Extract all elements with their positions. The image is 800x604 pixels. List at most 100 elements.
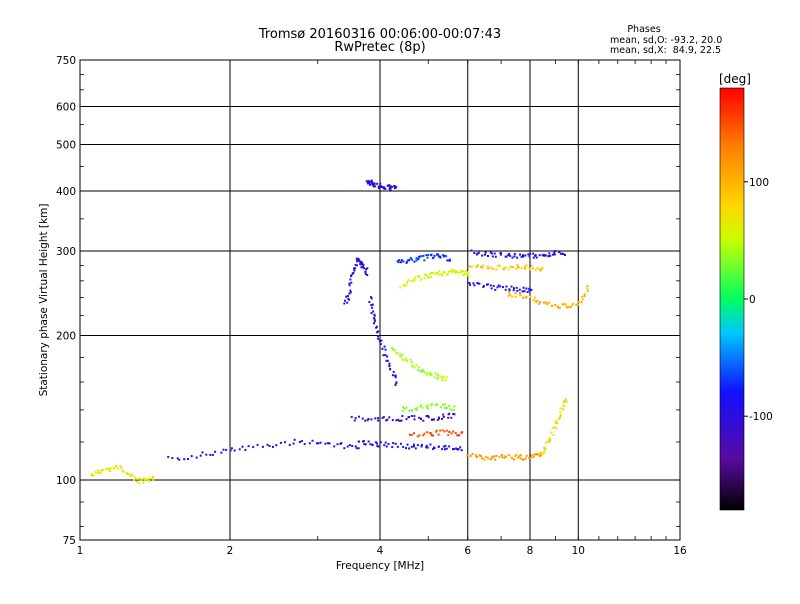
data-point	[543, 448, 546, 451]
data-point	[469, 455, 472, 458]
data-point	[447, 259, 450, 262]
data-point	[568, 305, 571, 308]
data-point	[535, 301, 538, 304]
data-point	[513, 255, 516, 258]
data-point	[493, 252, 496, 255]
y-axis-label: Stationary phase Virtual Height [km]	[38, 204, 50, 397]
data-point	[152, 478, 155, 481]
data-point	[373, 317, 376, 320]
data-point	[561, 252, 564, 255]
data-point	[298, 441, 301, 443]
data-point	[516, 289, 519, 292]
data-point	[362, 264, 365, 266]
data-point	[429, 443, 432, 446]
data-point	[369, 443, 372, 446]
data-point	[444, 448, 446, 451]
data-point	[358, 259, 361, 262]
data-point	[456, 448, 459, 450]
data-point	[405, 260, 408, 263]
data-point	[460, 449, 463, 452]
data-point	[414, 447, 417, 450]
data-point	[99, 470, 102, 473]
data-point	[532, 298, 535, 301]
data-point	[553, 251, 556, 254]
data-point	[405, 406, 408, 409]
data-point	[443, 375, 446, 378]
data-point	[492, 268, 495, 271]
data-point	[279, 441, 282, 444]
data-point	[454, 272, 457, 274]
data-point	[440, 273, 443, 275]
data-point	[469, 283, 472, 286]
data-point	[414, 407, 417, 410]
data-point	[328, 442, 331, 445]
data-point	[379, 182, 382, 185]
data-point	[437, 375, 440, 378]
data-point	[426, 256, 429, 259]
x-tick-label: 10	[572, 545, 585, 557]
data-point	[539, 455, 542, 458]
data-point	[430, 432, 433, 435]
data-point	[541, 266, 544, 269]
data-point	[398, 352, 401, 355]
data-point	[415, 408, 418, 411]
chart-title: Tromsø 20160316 00:06:00-00:07:43	[258, 27, 501, 42]
data-point	[135, 481, 138, 484]
data-point	[475, 456, 478, 459]
y-tick-label: 600	[56, 102, 76, 114]
data-point	[402, 260, 405, 263]
data-point	[413, 366, 416, 369]
data-point	[510, 456, 513, 459]
data-point	[458, 434, 461, 437]
data-point	[438, 416, 440, 419]
x-tick-label: 1	[77, 545, 84, 557]
data-point	[539, 301, 542, 304]
data-point	[171, 457, 174, 460]
data-point	[394, 349, 396, 352]
data-point	[562, 303, 565, 306]
data-point	[402, 406, 404, 409]
data-point	[373, 313, 376, 316]
data-point	[388, 364, 391, 367]
data-point	[256, 443, 259, 446]
data-point	[431, 434, 434, 437]
data-point	[311, 439, 314, 442]
data-point	[405, 447, 407, 450]
data-point	[405, 284, 408, 287]
data-point	[439, 429, 442, 432]
data-point	[510, 285, 513, 288]
data-point	[421, 406, 424, 409]
data-point	[546, 303, 549, 306]
data-point	[397, 418, 400, 421]
data-point	[402, 445, 405, 448]
data-point	[391, 419, 394, 422]
data-point	[377, 445, 380, 448]
data-point	[456, 434, 459, 437]
data-point	[377, 419, 380, 422]
data-point	[418, 416, 421, 419]
data-point	[247, 445, 250, 448]
data-point	[405, 262, 408, 264]
data-point	[441, 254, 444, 257]
data-point	[535, 256, 538, 259]
data-point	[142, 481, 145, 484]
data-point	[410, 415, 413, 417]
data-point	[441, 379, 444, 382]
data-point	[167, 455, 170, 458]
x-tick-label: 2	[227, 545, 234, 557]
data-point	[529, 253, 532, 255]
data-point	[425, 254, 428, 257]
data-point	[413, 432, 415, 435]
data-point	[499, 253, 502, 256]
data-point	[350, 415, 353, 418]
data-point	[543, 254, 546, 257]
data-point	[449, 408, 452, 411]
data-point	[507, 294, 510, 297]
colorbar-tick-label: 100	[749, 177, 769, 189]
data-point	[471, 452, 474, 455]
data-point	[504, 266, 507, 269]
data-point	[553, 253, 556, 256]
data-point	[429, 371, 432, 374]
data-point	[415, 364, 418, 367]
data-point	[420, 443, 423, 446]
